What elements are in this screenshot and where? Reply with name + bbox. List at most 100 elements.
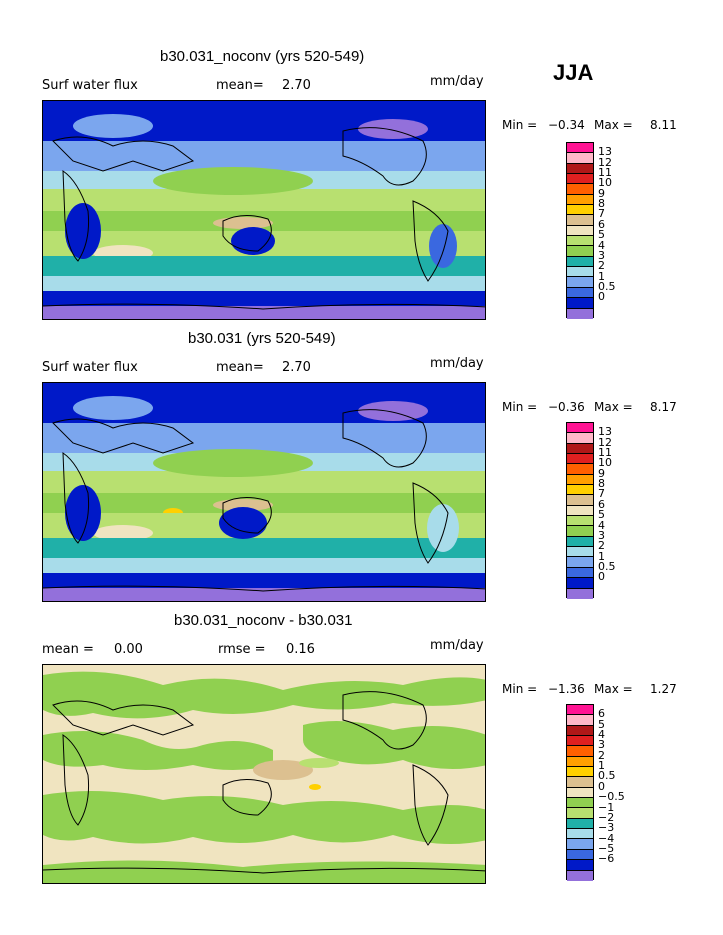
panel3-mean-label: mean =: [42, 642, 94, 657]
colorbar-level-label: 8: [598, 477, 605, 491]
colorbar-swatch: [567, 516, 593, 527]
panel3-colorbar: [566, 704, 594, 881]
colorbar-swatch: [567, 443, 593, 455]
colorbar-swatch: [567, 464, 593, 475]
colorbar-swatch: [567, 174, 593, 185]
colorbar-level-label: 4: [598, 238, 605, 252]
colorbar-swatch: [567, 567, 593, 579]
colorbar-level-label: 5: [598, 508, 605, 522]
colorbar-swatch: [567, 839, 593, 850]
colorbar-swatch: [567, 526, 593, 537]
colorbar-level-label: 12: [598, 435, 612, 449]
colorbar-swatch: [567, 277, 593, 288]
colorbar-swatch: [567, 725, 593, 737]
colorbar-swatch: [567, 578, 593, 589]
colorbar-swatch: [567, 588, 593, 599]
colorbar-level-label: 3: [598, 738, 605, 752]
colorbar-swatch: [567, 705, 593, 716]
colorbar-level-label: 6: [598, 497, 605, 511]
panel2-colorbar: [566, 422, 594, 599]
colorbar-swatch: [567, 194, 593, 206]
colorbar-level-label: 8: [598, 197, 605, 211]
colorbar-swatch: [567, 308, 593, 319]
colorbar-swatch: [567, 798, 593, 809]
colorbar-level-label: 3: [598, 248, 605, 262]
colorbar-swatch: [567, 287, 593, 299]
colorbar-swatch: [567, 225, 593, 237]
colorbar-level-label: 9: [598, 466, 605, 480]
panel1-min-value: −0.34: [548, 118, 585, 132]
panel2-min-value: −0.36: [548, 400, 585, 414]
panel2-max-label: Max =: [594, 400, 633, 414]
colorbar-level-label: 10: [598, 456, 612, 470]
panel2-mean-label: mean=: [216, 360, 264, 375]
colorbar-level-label: 4: [598, 728, 605, 742]
colorbar-level-label: −3: [598, 821, 615, 835]
colorbar-level-label: 11: [598, 446, 612, 460]
colorbar-swatch: [567, 849, 593, 861]
colorbar-level-label: 0: [598, 570, 605, 584]
colorbar-level-label: −2: [598, 810, 615, 824]
colorbar-level-label: 0: [598, 290, 605, 304]
colorbar-swatch: [567, 256, 593, 268]
colorbar-swatch: [567, 153, 593, 164]
panel2-mean-value: 2.70: [282, 360, 311, 375]
colorbar-level-label: 12: [598, 155, 612, 169]
panel3-min-label: Min =: [502, 682, 538, 696]
colorbar-swatch: [567, 433, 593, 444]
season-label: JJA: [553, 60, 594, 85]
colorbar-swatch: [567, 777, 593, 788]
colorbar-level-label: 0: [598, 779, 605, 793]
colorbar-swatch: [567, 205, 593, 216]
colorbar-swatch: [567, 495, 593, 506]
panel3-title: b30.031_noconv - b30.031: [174, 612, 353, 629]
colorbar-level-label: 4: [598, 518, 605, 532]
panel3-map: [42, 664, 486, 884]
colorbar-swatch: [567, 547, 593, 558]
colorbar-swatch: [567, 143, 593, 154]
colorbar-level-label: 11: [598, 166, 612, 180]
panel2-variable-label: Surf water flux: [42, 360, 138, 375]
panel3-rmse-label: rmse =: [218, 642, 266, 657]
colorbar-level-label: 5: [598, 228, 605, 242]
panel2-min-label: Min =: [502, 400, 538, 414]
colorbar-level-label: 2: [598, 748, 605, 762]
colorbar-level-label: 13: [598, 145, 612, 159]
colorbar-swatch: [567, 860, 593, 871]
panel1-colorbar: [566, 142, 594, 319]
colorbar-level-label: −0.5: [598, 790, 625, 804]
colorbar-level-label: 6: [598, 707, 605, 721]
colorbar-level-label: 7: [598, 487, 605, 501]
colorbar-level-label: 5: [598, 717, 605, 731]
colorbar-swatch: [567, 236, 593, 247]
colorbar-swatch: [567, 557, 593, 568]
colorbar-swatch: [567, 505, 593, 517]
colorbar-swatch: [567, 736, 593, 747]
panel1-max-label: Max =: [594, 118, 633, 132]
colorbar-swatch: [567, 787, 593, 799]
panel1-title: b30.031_noconv (yrs 520-549): [160, 48, 365, 65]
panel3-max-label: Max =: [594, 682, 633, 696]
panel1-map: [42, 100, 486, 320]
panel1-variable-label: Surf water flux: [42, 78, 138, 93]
colorbar-level-label: 2: [598, 539, 605, 553]
panel3-max-value: 1.27: [650, 682, 677, 696]
panel1-units: mm/day: [430, 74, 484, 89]
colorbar-level-label: −6: [598, 852, 615, 866]
colorbar-swatch: [567, 267, 593, 278]
panel2-max-value: 8.17: [650, 400, 677, 414]
panel2-units: mm/day: [430, 356, 484, 371]
panel1-min-label: Min =: [502, 118, 538, 132]
colorbar-swatch: [567, 474, 593, 486]
colorbar-level-label: 2: [598, 259, 605, 273]
colorbar-swatch: [567, 215, 593, 226]
colorbar-level-label: 7: [598, 207, 605, 221]
panel1-max-value: 8.11: [650, 118, 677, 132]
colorbar-swatch: [567, 184, 593, 195]
colorbar-swatch: [567, 829, 593, 840]
panel3-units: mm/day: [430, 638, 484, 653]
colorbar-level-label: −5: [598, 841, 615, 855]
colorbar-level-label: 6: [598, 217, 605, 231]
panel2-title: b30.031 (yrs 520-549): [188, 330, 336, 347]
colorbar-level-label: 9: [598, 186, 605, 200]
